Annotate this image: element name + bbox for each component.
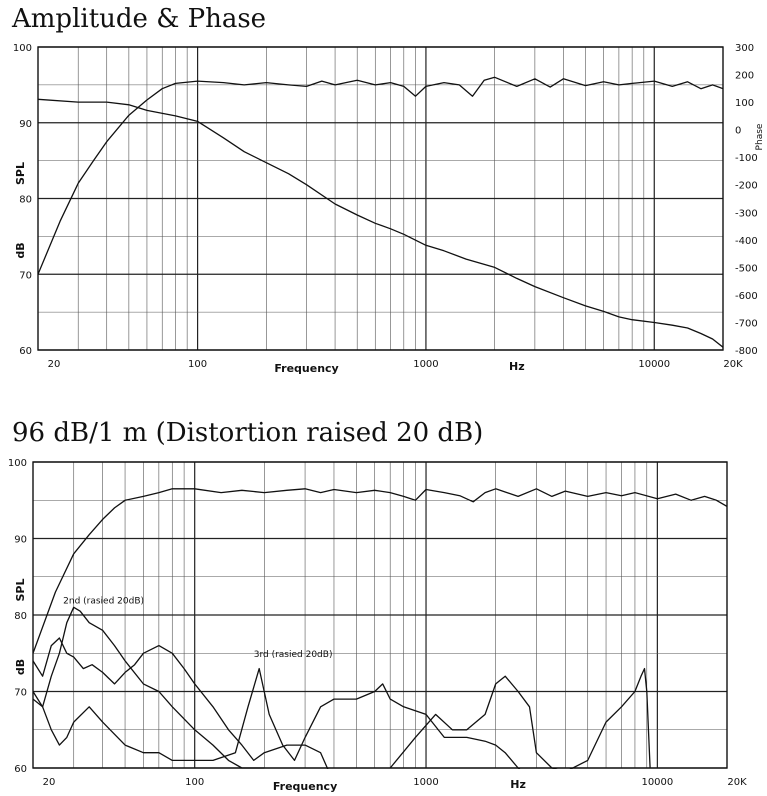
y-tick-label: 100 [8,458,27,469]
x-tick-label: 20 [48,359,61,370]
x-tick-label: 1000 [413,359,438,370]
y2-tick-label: -600 [735,291,758,302]
x-tick-label: 10000 [641,777,673,788]
x-tick-label: 20K [723,359,743,370]
y-tick-label: 70 [19,270,32,281]
y2-tick-label: -200 [735,181,758,192]
series-annotation: 2nd (rasied 20dB) [63,597,144,607]
y2-tick-label: 200 [735,71,754,82]
x-tick-label: 100 [185,777,204,788]
series-group [38,76,723,348]
plot-frame [32,461,728,769]
chart-2-title: 96 dB/1 m (Distortion raised 20 dB) [12,418,484,448]
x-tick-label: 10000 [638,359,670,370]
y2-tick-label: -800 [735,346,758,357]
series-line-1 [33,637,329,769]
chart-1-title: Amplitude & Phase [12,4,267,34]
y2-tick-label: 100 [735,98,754,109]
y-tick-label: 60 [14,764,27,775]
y-axis-label-db: dB [14,242,27,258]
series-line-0 [33,488,727,654]
y-tick-label: 70 [14,688,27,699]
x-axis-unit: Hz [509,360,525,373]
y-tick-label: 60 [19,346,32,357]
series-line-2 [33,606,265,769]
y2-tick-label: 300 [735,43,754,54]
y-tick-label: 80 [14,611,27,622]
y2-tick-label: -500 [735,263,758,274]
y-tick-label: 100 [13,43,32,54]
x-axis-label: Frequency [273,780,337,793]
series-line-1 [38,98,723,348]
x-axis-unit: Hz [510,778,526,791]
x-tick-label: 100 [188,359,207,370]
y-axis-label-spl: SPL [14,579,27,602]
x-tick-label: 20K [727,777,747,788]
y-axis-label-db: dB [14,659,27,675]
series-line-0 [38,76,723,275]
y2-tick-label: -700 [735,318,758,329]
y-tick-label: 80 [19,195,32,206]
x-tick-label: 20 [43,777,56,788]
grid-lines [37,46,724,351]
distortion-chart: 20 100 1000 10000 20K 60 70 80 90 100 Frequency Hz S… [8,458,747,793]
series-annotation: 3rd (rasied 20dB) [254,650,333,660]
y-axis-label-spl: SPL [14,162,27,185]
x-tick-label: 1000 [413,777,438,788]
y2-tick-label: -100 [735,153,758,164]
y2-tick-label: 0 [735,126,741,137]
y2-tick-label: -300 [735,208,758,219]
grid-lines [32,461,728,769]
series-group [33,488,727,769]
series-line-3 [33,667,521,769]
x-axis-label: Frequency [274,362,338,375]
y-tick-label: 90 [19,119,32,130]
plot-frame [37,46,724,351]
series-line-4 [389,667,651,769]
y2-axis-label: Phase [755,123,765,150]
y2-tick-label: -400 [735,236,758,247]
y-tick-label: 90 [14,535,27,546]
